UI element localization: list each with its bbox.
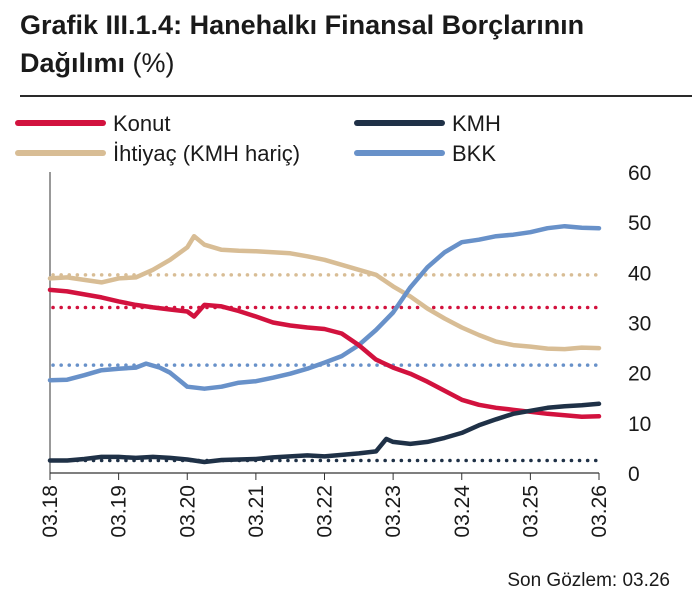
x-tick-label: 03.23: [382, 485, 405, 538]
series-line-ihtiyac: [47, 233, 602, 352]
series-line-bkk: [47, 223, 602, 391]
y-tick-label: 0: [628, 463, 640, 486]
y-tick-label: 40: [628, 262, 651, 285]
chart-title-text: Grafik III.1.4: Hanehalkı Finansal Borçl…: [20, 10, 585, 78]
last-observation-note: Son Gözlem: 03.26: [507, 570, 670, 591]
legend-label-konut: Konut: [113, 111, 171, 136]
y-tick-label: 10: [628, 413, 651, 436]
legend-label-bkk: BKK: [452, 141, 496, 166]
x-tick-label: 03.19: [108, 485, 131, 538]
series-line-kmh: [47, 401, 602, 465]
x-tick-label: 03.26: [588, 485, 611, 538]
y-tick-label: 30: [628, 313, 651, 336]
y-tick-label: 60: [628, 162, 651, 185]
x-tick-label: 03.22: [314, 485, 337, 538]
x-tick-label: 03.25: [519, 485, 542, 538]
legend-label-ihtiyac: İhtiyaç (KMH hariç): [113, 141, 300, 166]
y-tick-label: 20: [628, 363, 651, 386]
x-tick-label: 03.18: [39, 485, 62, 538]
chart-title: Grafik III.1.4: Hanehalkı Finansal Borçl…: [20, 6, 690, 82]
x-tick-label: 03.20: [176, 485, 199, 538]
x-tick-label: 03.21: [245, 485, 268, 538]
x-tick-label: 03.24: [451, 485, 474, 538]
legend-label-kmh: KMH: [452, 111, 501, 136]
series-line-konut: [47, 287, 602, 420]
y-tick-label: 50: [628, 212, 651, 235]
title-divider: [20, 95, 692, 97]
chart-title-unit: (%): [132, 48, 175, 78]
